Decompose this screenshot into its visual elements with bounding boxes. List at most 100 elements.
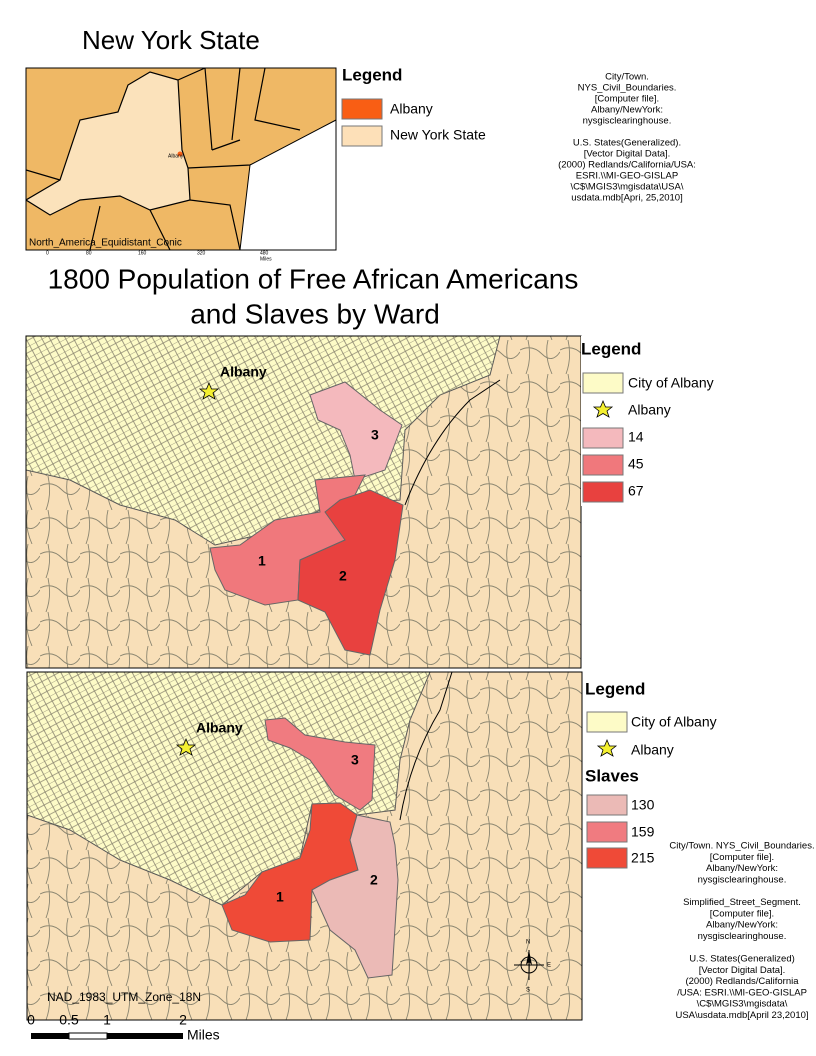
ward-3 [264,717,376,811]
scale-segment [68,1032,108,1040]
legend-swatch [582,454,624,476]
streets [26,336,500,545]
ward-3 [309,381,403,481]
north-arrow-point [526,950,532,965]
citation-bottom: City/Town. NYS_Civil_Boundaries.[Compute… [669,841,814,1022]
citation-top: City/Town.NYS_Civil_Boundaries.[Computer… [558,72,696,204]
citation-line: [Computer file]. [595,94,659,105]
ward-2 [311,814,399,979]
legend-label: 159 [631,824,655,840]
citation-line: (2000) Redlands/California/USA: [558,160,696,171]
ward-label: 3 [371,427,379,443]
city-label: Albany [196,720,243,736]
legend-swatch [582,427,624,449]
legend-label: 14 [628,429,644,445]
citation-line: [Vector Digital Data]. [699,965,786,976]
citation-line: USA\usdata.mdb[April 23,2010] [675,1010,808,1021]
river [399,672,453,821]
main-title: 1800 Population of Free African American… [48,263,579,294]
north-arrow: N E S [514,940,551,994]
ward-2 [297,489,404,656]
inset-frame [25,67,337,251]
legend-subtitle: Slaves [585,766,639,785]
inset-title: New York State [82,25,260,55]
albany-area [177,151,183,157]
new-york-state [26,71,191,216]
citation-line: City/Town. [605,72,649,83]
citation-line: /USA: ESRI.\\MI-GEO-GISLAP [677,987,807,998]
compass-label: N [526,940,530,946]
legend-label: City of Albany [631,714,717,730]
ward-label: 1 [276,889,284,905]
citation-line: usdata.mdb[Apri, 25,2010] [571,193,682,204]
river [404,379,501,506]
inset-scale-label: 320 [197,250,206,256]
legend-label: Albany [631,742,674,758]
inset-projection: North_America_Equidistant_Conic [29,238,182,249]
legend-label: Albany [390,101,433,117]
legend-label: 215 [631,850,655,866]
citation-line: [Vector Digital Data]. [584,149,671,160]
scale-label: 0.5 [59,1012,79,1028]
inset-scale-label: 0 [46,250,49,256]
legend-label: Albany [628,402,671,418]
legend-swatch [341,98,383,120]
citation-line: [Computer file]. [710,852,774,863]
map-frame [26,671,583,1021]
map-slaves [27,672,582,1020]
legend-title: Legend [342,65,402,84]
compass-label: E [547,963,551,969]
citation-line: City/Town. NYS_Civil_Boundaries. [669,841,814,852]
legend-label: New York State [390,127,486,143]
scale-label: 0 [27,1012,35,1028]
legend-label: 130 [631,797,655,813]
citation-line: \C$\MGIS3\mgisdata\ [697,999,788,1010]
legend-swatch [341,125,383,147]
inset-albany-label: Albany [168,153,184,159]
legend-swatch [582,372,624,394]
streets [27,672,430,905]
legend-title: Legend [585,679,645,698]
citation-line: Albany/NewYork: [706,863,778,874]
citation-line: [Computer file]. [710,908,774,919]
citation-line: Simplified_Street_Segment. [683,897,801,908]
citation-line: nysgisclearinghouse. [583,116,672,127]
ward-label: 3 [351,752,359,768]
legend-swatch [586,847,628,869]
citation-line: U.S. States(Generalized) [689,954,795,965]
legend-title: Legend [581,339,641,358]
legend-label: 67 [628,483,644,499]
citation-line: Albany/NewYork: [706,920,778,931]
inset-scale-label: 80 [86,250,92,256]
city-label: Albany [220,364,267,380]
citation-line: ESRI.\\MI-GEO-GISLAP [576,171,678,182]
albany-star [198,381,220,400]
legend-star [596,738,618,757]
ward-label: 2 [339,568,347,584]
inset-map [26,68,336,250]
scale-label: 2 [179,1012,187,1028]
scale-label: 1 [103,1012,111,1028]
legend-bg [581,336,816,506]
legend-star [592,399,614,418]
legend-swatch [586,821,628,843]
citation-line: \C$\MGIS3\mgisdata\USA\ [571,182,684,193]
citation-line: nysgisclearinghouse. [698,874,787,885]
citation-line: (2000) Redlands/California [685,976,799,987]
compass-label: S [526,988,530,994]
ward-label: 1 [258,553,266,569]
ward-label: 2 [370,872,378,888]
legend-swatch [586,794,628,816]
legend-swatch [586,711,628,733]
datum-label: NAD_1983_UTM_Zone_18N [47,990,201,1004]
main-title: and Slaves by Ward [190,298,440,329]
citation-line: nysgisclearinghouse. [698,931,787,942]
legend-swatch [582,481,624,503]
scale-bar: 0 0.5 1 2 Miles [27,1012,220,1043]
legend-label: City of Albany [628,375,714,391]
citation-line: Albany/NewYork: [591,105,663,116]
scale-segment [31,1033,69,1039]
inset-scale-label: 480 [260,250,269,256]
